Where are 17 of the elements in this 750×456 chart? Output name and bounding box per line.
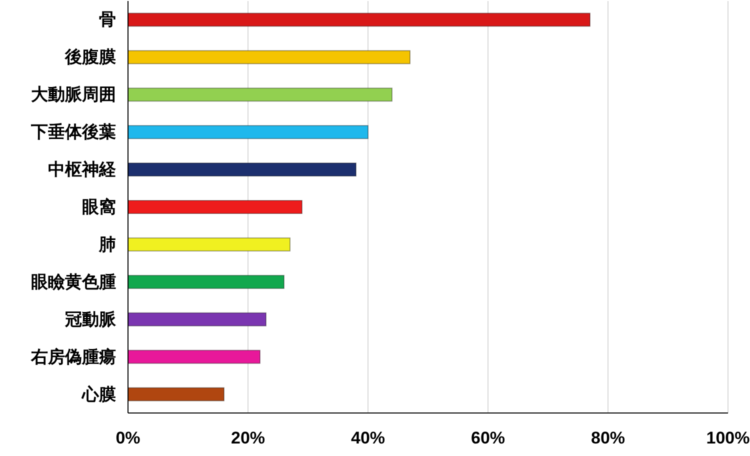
y-tick-label: 眼瞼黄色腫 <box>31 272 116 292</box>
x-tick-label: 20% <box>230 428 266 448</box>
y-tick-label: 冠動脈 <box>64 310 117 329</box>
y-tick-label: 後腹膜 <box>64 48 116 67</box>
y-tick-label: 心膜 <box>81 384 116 404</box>
x-tick-label: 60% <box>470 428 506 448</box>
x-tick-label: 80% <box>590 428 626 448</box>
x-tick-label: 40% <box>350 428 386 448</box>
y-tick-label: 大動脈周囲 <box>31 85 116 104</box>
y-tick-label: 右房偽腫瘍 <box>30 347 116 366</box>
y-tick-label: 眼窩 <box>82 198 116 216</box>
y-tick-label: 骨 <box>99 10 116 30</box>
x-tick-label: 0% <box>116 428 140 448</box>
y-tick-label: 肺 <box>98 234 116 254</box>
y-tick-label: 下垂体後葉 <box>30 122 116 142</box>
x-tick-label: 100% <box>706 428 750 448</box>
y-tick-label: 中枢神経 <box>48 160 117 180</box>
